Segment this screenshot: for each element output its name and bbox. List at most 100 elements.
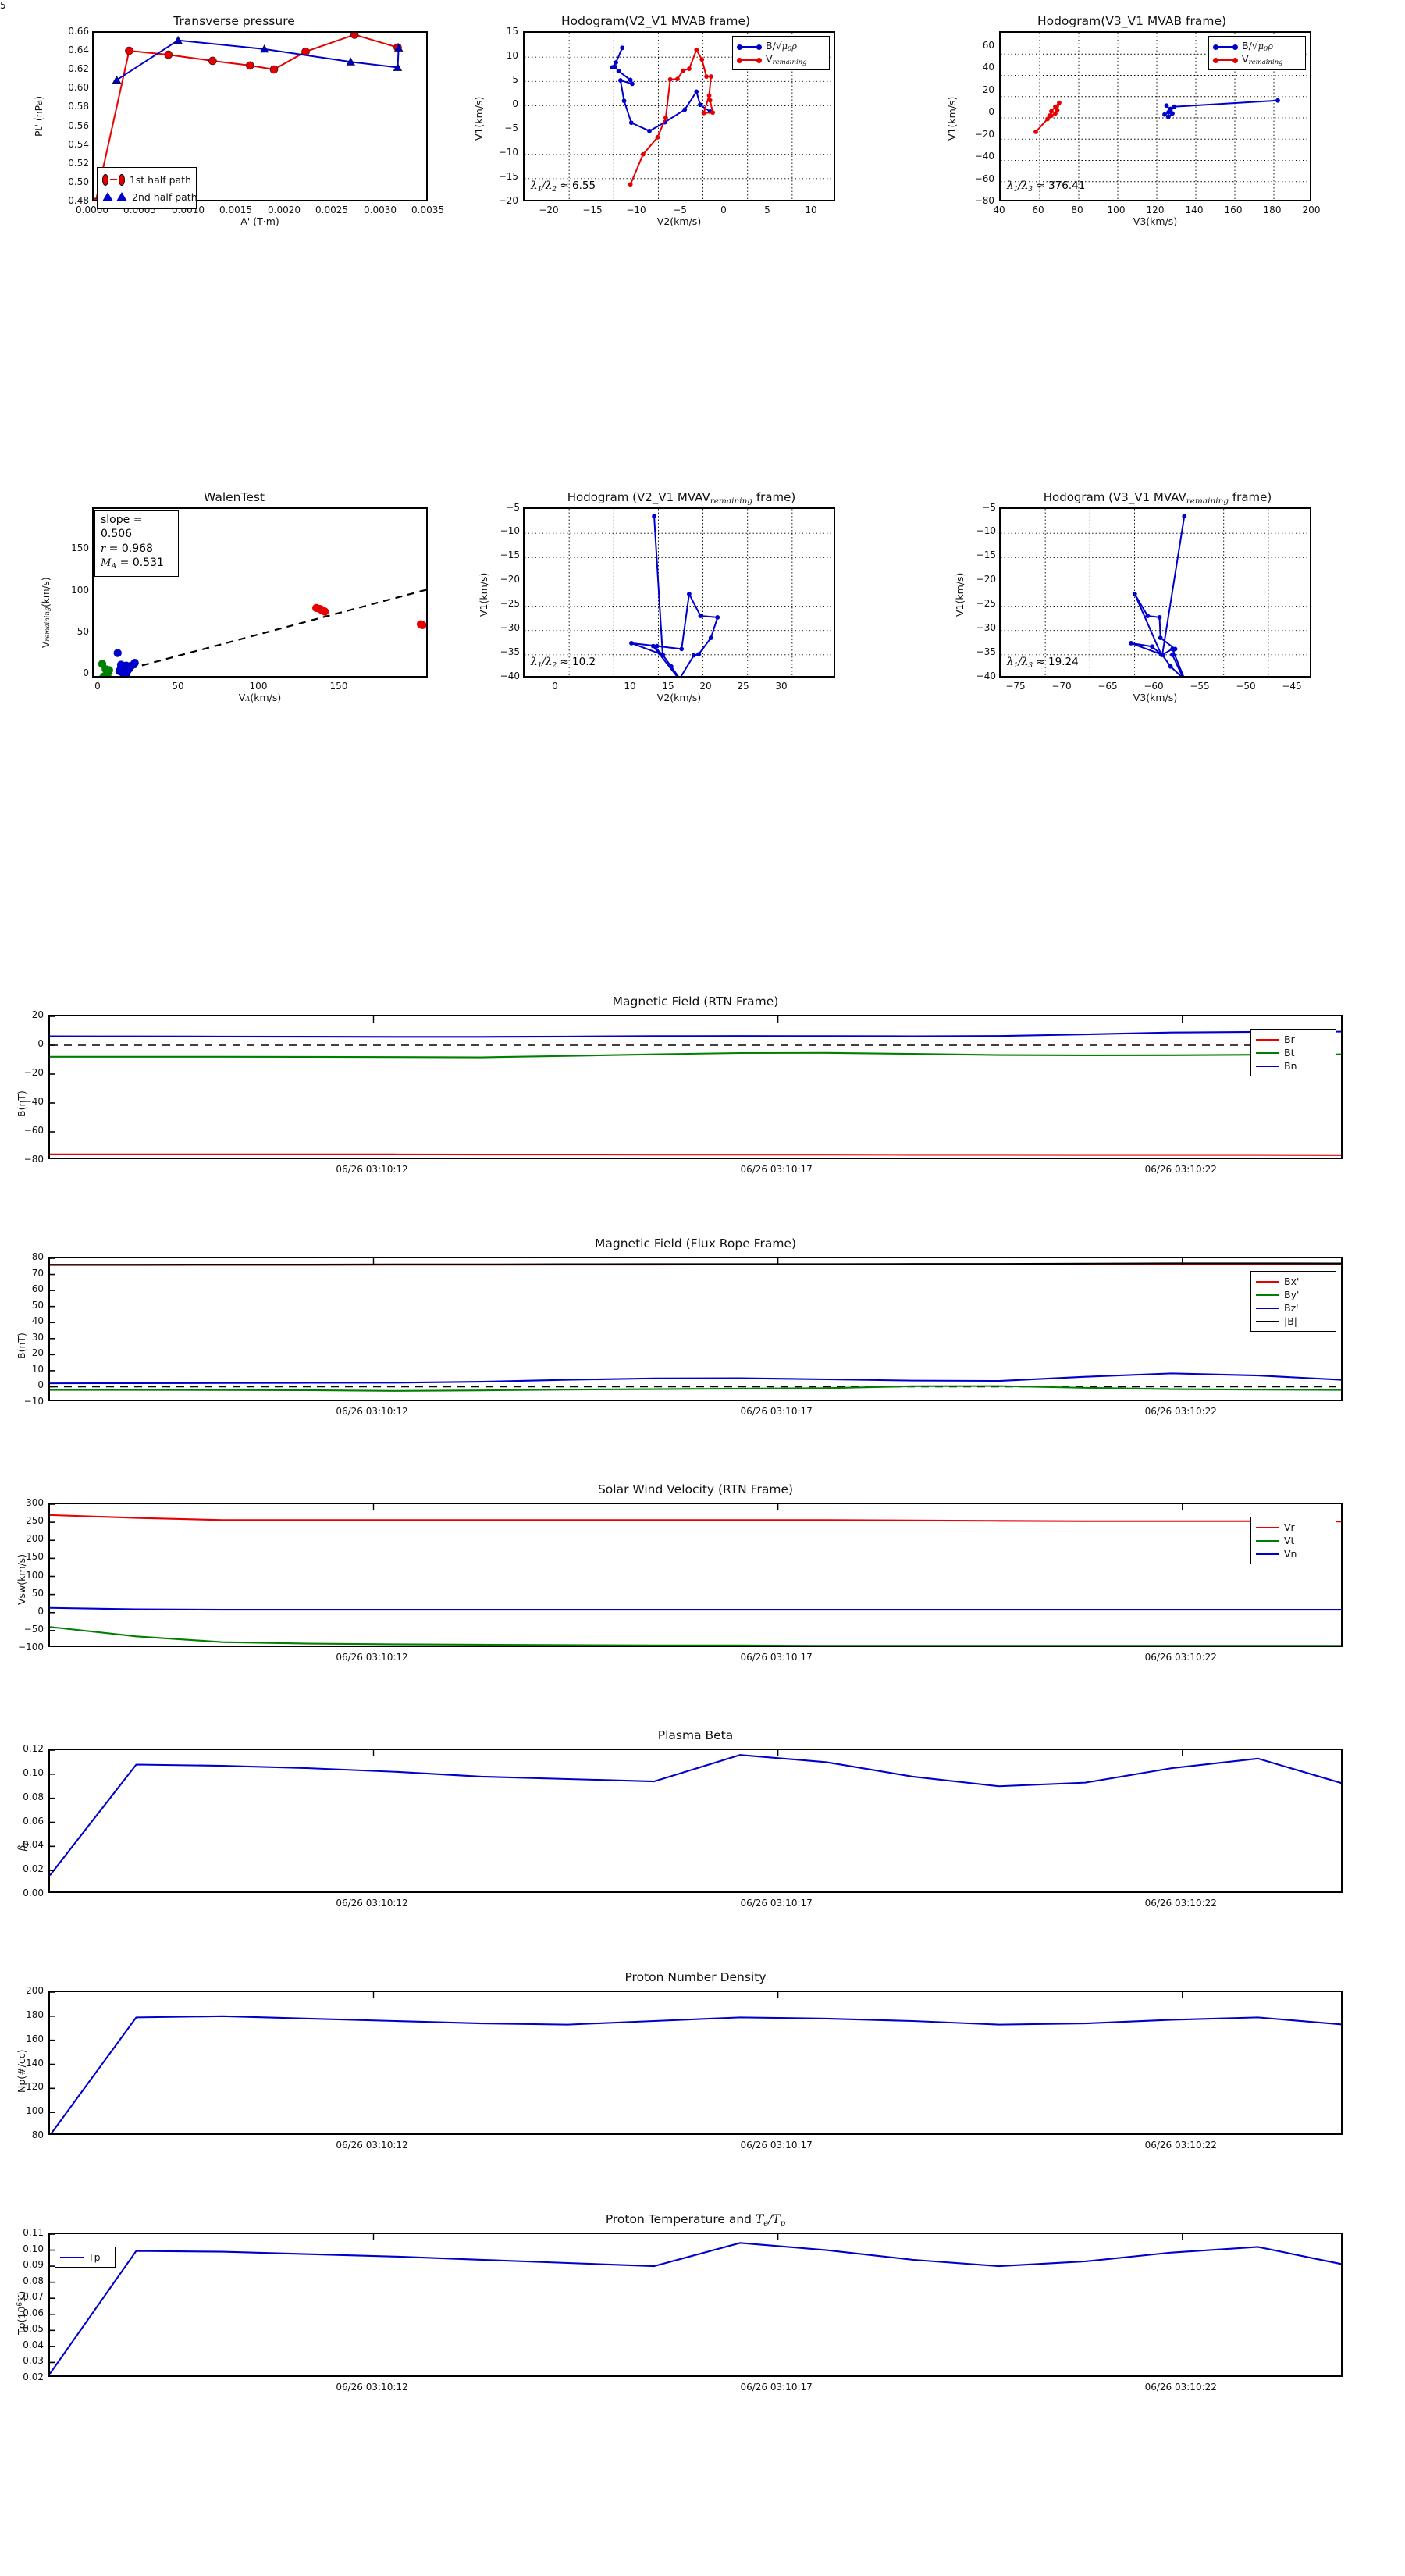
tick-x: 06/26 03:10:12 <box>336 2382 408 2393</box>
np-ylabel: Np(#/cc) <box>16 2049 27 2093</box>
circle-marker-icon <box>119 173 125 186</box>
transverse-pressure-xlabel: A' (T·m) <box>240 215 279 227</box>
tick-y: −60 <box>974 173 994 184</box>
line-swatch <box>1256 1526 1279 1528</box>
tick-y: 0.12 <box>23 1743 44 1754</box>
tick-y: 40 <box>31 1315 44 1327</box>
tick-x: 06/26 03:10:12 <box>336 1406 408 1417</box>
tick-x: −10 <box>626 205 646 215</box>
hodogram-v2v1-mvab-legend[interactable]: B/√μ0ρ Vremaining <box>732 36 830 70</box>
tick-x: −65 <box>1097 681 1118 692</box>
tick-y: 0 <box>37 1038 44 1049</box>
tick-y: 0.05 <box>23 2323 44 2335</box>
tick-y: 150 <box>71 543 89 553</box>
tick-y: 0 <box>512 98 518 109</box>
tick-y: −25 <box>500 598 520 609</box>
walen-test-svg <box>98 589 426 676</box>
tick-y: −80 <box>974 195 994 206</box>
tick-y: 0.66 <box>68 26 89 37</box>
tick-y: 20 <box>31 1009 44 1020</box>
tick-x: 160 <box>1224 205 1243 215</box>
legend-item: Bn <box>1256 1059 1331 1073</box>
legend-item: Vn <box>1256 1547 1331 1560</box>
tick-x: 20 <box>699 681 712 692</box>
triangle-marker-icon <box>116 192 127 201</box>
tick-x: 06/26 03:10:17 <box>740 1652 813 1663</box>
tick-x: 06/26 03:10:17 <box>740 1164 813 1175</box>
tp-svg <box>50 2234 1341 2375</box>
tick-y: 0 <box>83 667 89 678</box>
tick-y: −40 <box>500 671 520 681</box>
tick-x: 06/26 03:10:22 <box>1144 1652 1217 1663</box>
tick-x: 15 <box>662 681 674 692</box>
legend-label: Vr <box>1284 1521 1295 1533</box>
b_fluxrope-plot-area <box>48 1257 1343 1401</box>
tick-x: 100 <box>1107 205 1126 215</box>
hodogram-v2v1-mvab-xlabel: V2(km/s) <box>656 215 702 227</box>
tick-y: −5 <box>504 123 518 133</box>
legend-label: Vn <box>1284 1548 1297 1560</box>
tick-y: −10 <box>23 1396 44 1407</box>
plasma_beta-title: Plasma Beta <box>657 1728 734 1742</box>
b_fluxrope-ylabel: B(nT) <box>16 1332 27 1359</box>
tick-y: 0.03 <box>23 2355 44 2367</box>
tick-y: −20 <box>498 195 518 206</box>
tick-y: 0.62 <box>68 63 89 74</box>
hodogram-v3v1-mvav-title: Hodogram (V3_V1 MVAVremaining frame) <box>1043 490 1272 506</box>
walen-r: r = 0.968 <box>101 542 153 555</box>
tick-y: 60 <box>982 40 994 51</box>
tick-y: 0 <box>988 106 994 117</box>
tick-y: 200 <box>26 1985 44 1996</box>
line-swatch <box>1256 1539 1279 1542</box>
hodogram-v3v1-mvab-legend[interactable]: B/√μ0ρ Vremaining <box>1208 36 1306 70</box>
hodogram-v2v1-mvab-ylabel: V1(km/s) <box>473 96 485 141</box>
tick-x: 5 <box>0 0 6 11</box>
walen-slope: slope = 0.506 <box>101 514 143 541</box>
tick-x: 120 <box>1146 205 1165 215</box>
lambda-ratio-value: 19.24 <box>1048 656 1079 668</box>
tick-x: −75 <box>1005 681 1026 692</box>
b_rtn-plot-area <box>48 1015 1343 1159</box>
hodogram-v3v1-mvav-plot-area <box>999 507 1311 678</box>
tick-x: 06/26 03:10:17 <box>740 1406 813 1417</box>
tick-y: 100 <box>71 585 89 596</box>
tick-x: 0.0030 <box>364 205 397 215</box>
tick-x: 06/26 03:10:22 <box>1144 1164 1217 1175</box>
tick-y: 0.58 <box>68 101 89 112</box>
tp-legend[interactable]: Tp <box>55 2247 116 2268</box>
tick-y: −15 <box>976 550 996 560</box>
b_rtn-legend[interactable]: Br Bt Bn <box>1250 1029 1336 1076</box>
tick-y: 0.04 <box>23 1839 44 1851</box>
vsw_rtn-legend[interactable]: Vr Vt Vn <box>1250 1517 1336 1564</box>
plasma_beta-svg <box>50 1750 1341 1876</box>
b_rtn-svg <box>50 1016 1341 1156</box>
tick-y: 5 <box>512 74 518 85</box>
b_fluxrope-legend[interactable]: Bx' By' Bz' |B| <box>1250 1271 1336 1332</box>
tick-x: −55 <box>1190 681 1210 692</box>
legend-item: |B| <box>1256 1315 1331 1328</box>
tick-y: 0.06 <box>23 1815 44 1827</box>
tick-y: −80 <box>23 1154 44 1165</box>
transverse-pressure-ylabel: Pt' (nPa) <box>33 95 44 137</box>
circle-marker-icon <box>102 173 108 186</box>
tick-y: −25 <box>976 598 996 609</box>
legend-item-v-remaining: Vremaining <box>1213 53 1300 66</box>
vsw_rtn-ylabel: Vsw(km/s) <box>16 1553 27 1605</box>
hodogram-v2v1-mvav-xlabel: V2(km/s) <box>656 692 702 703</box>
tick-x: 0.0015 <box>219 205 252 215</box>
legend-item: Vt <box>1256 1534 1331 1547</box>
hodogram-v3v1-mvab-title: Hodogram(V3_V1 MVAB frame) <box>1037 14 1227 28</box>
np-svg <box>50 1992 1341 2133</box>
tick-x: −5 <box>673 205 687 215</box>
lambda-ratio-value: 10.2 <box>572 656 596 668</box>
b_rtn-ylabel: B(nT) <box>16 1090 27 1117</box>
line-swatch-red <box>737 57 762 63</box>
tp-ylabel: Tp(106K) <box>16 2290 27 2335</box>
tick-y: 0.02 <box>23 1863 44 1875</box>
tick-y: 160 <box>26 2033 44 2044</box>
transverse-pressure-legend[interactable]: 1st half path 2nd half path <box>97 167 197 209</box>
tick-y: 0.02 <box>23 2371 44 2382</box>
tick-y: −20 <box>976 574 996 585</box>
legend-label: By' <box>1284 1289 1300 1300</box>
